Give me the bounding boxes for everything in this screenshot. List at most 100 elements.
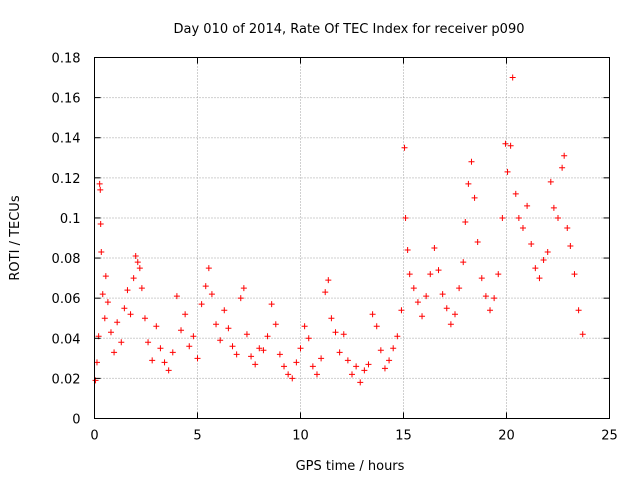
data-point	[305, 335, 312, 342]
data-point	[178, 327, 185, 334]
y-tick-label: 0.02	[52, 372, 81, 387]
y-tick-label: 0.18	[52, 52, 81, 67]
data-point	[165, 367, 172, 374]
data-point	[102, 273, 109, 280]
data-point	[547, 178, 554, 185]
data-point	[240, 285, 247, 292]
data-point	[114, 319, 121, 326]
data-point	[386, 357, 393, 364]
data-point	[478, 275, 485, 282]
data-point	[318, 355, 325, 362]
data-point	[439, 291, 446, 298]
data-point	[567, 243, 574, 250]
data-point	[524, 202, 531, 209]
data-point	[373, 323, 380, 330]
data-point	[404, 247, 411, 254]
data-point	[153, 323, 160, 330]
x-tick-label: 15	[395, 429, 412, 444]
data-point	[124, 287, 131, 294]
data-point	[136, 265, 143, 272]
data-point	[325, 277, 332, 284]
data-point	[427, 271, 434, 278]
data-point	[101, 315, 108, 322]
data-point	[540, 257, 547, 264]
data-point	[460, 259, 467, 266]
data-point	[157, 345, 164, 352]
data-point	[365, 361, 372, 368]
data-point	[544, 249, 551, 256]
data-point	[202, 283, 209, 290]
data-point	[509, 74, 516, 81]
y-tick-label: 0.04	[52, 332, 81, 347]
data-point	[97, 186, 104, 193]
y-tick-label: 0.1	[60, 212, 81, 227]
data-point	[285, 371, 292, 378]
data-point	[571, 271, 578, 278]
data-point	[468, 158, 475, 165]
data-point	[406, 271, 413, 278]
data-point	[96, 180, 103, 187]
data-point	[482, 293, 489, 300]
data-point	[502, 140, 509, 147]
data-point	[431, 245, 438, 252]
data-point	[564, 224, 571, 231]
data-point	[149, 357, 156, 364]
data-point	[499, 214, 506, 221]
data-point	[281, 363, 288, 370]
data-point	[398, 307, 405, 314]
y-tick-label: 0.06	[52, 292, 81, 307]
data-point	[221, 307, 228, 314]
data-point	[127, 311, 134, 318]
x-tick-label: 20	[498, 429, 515, 444]
x-tick-labels: 0 5 10 15 20 25	[90, 429, 617, 444]
data-point	[328, 315, 335, 322]
data-point	[243, 331, 250, 338]
x-tick-label: 0	[90, 429, 98, 444]
data-point	[559, 164, 566, 171]
data-point	[111, 349, 118, 356]
data-point	[340, 331, 347, 338]
data-point	[104, 299, 111, 306]
data-point	[289, 375, 296, 382]
y-tick-label: 0.14	[52, 132, 81, 147]
data-point	[169, 349, 176, 356]
data-point	[381, 365, 388, 372]
data-point	[107, 329, 114, 336]
data-point	[423, 293, 430, 300]
data-point	[465, 180, 472, 187]
axis-ticks	[94, 57, 610, 419]
data-point	[98, 249, 105, 256]
data-point	[519, 224, 526, 231]
data-point	[264, 333, 271, 340]
data-point	[132, 253, 139, 260]
data-point	[579, 331, 586, 338]
data-point	[394, 333, 401, 340]
data-point	[536, 275, 543, 282]
y-tick-label: 0.12	[52, 172, 81, 187]
data-point	[507, 142, 514, 149]
data-point	[268, 301, 275, 308]
y-axis-label: ROTI / TECUs	[8, 195, 23, 280]
data-point	[435, 267, 442, 274]
data-point	[97, 220, 104, 227]
data-point	[419, 313, 426, 320]
data-point	[293, 359, 300, 366]
data-point	[491, 295, 498, 302]
x-tick-label: 10	[292, 429, 309, 444]
y-tick-labels: 0 0.02 0.04 0.06 0.08 0.1 0.12 0.14 0.16 0.18	[52, 52, 81, 428]
data-point	[145, 339, 152, 346]
data-point	[462, 218, 469, 225]
x-tick-label: 5	[193, 429, 201, 444]
data-point	[390, 345, 397, 352]
data-point	[353, 363, 360, 370]
data-point	[369, 311, 376, 318]
data-point	[561, 152, 568, 159]
x-tick-label: 25	[601, 429, 618, 444]
data-point	[138, 285, 145, 292]
data-point	[229, 343, 236, 350]
data-point	[515, 214, 522, 221]
data-point	[532, 265, 539, 272]
data-point	[452, 311, 458, 318]
data-point	[161, 359, 168, 366]
